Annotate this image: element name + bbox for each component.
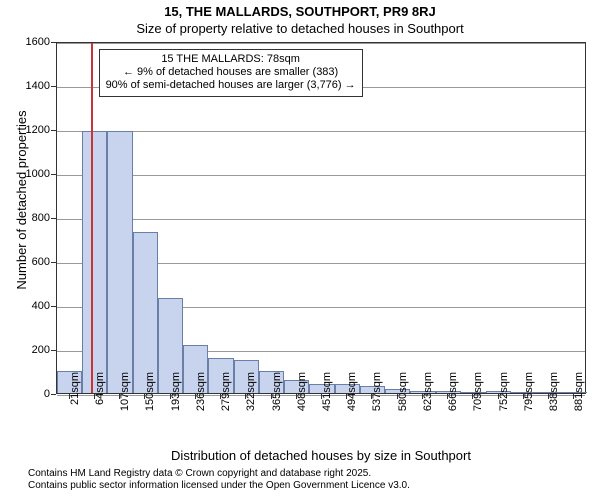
x-tick-label: 537sqm: [371, 372, 383, 432]
y-tick-mark: [51, 218, 56, 219]
x-tick-label: 623sqm: [422, 372, 434, 432]
reference-line: [91, 43, 93, 393]
x-tick-label: 21sqm: [69, 372, 81, 432]
y-tick-label: 1200: [0, 124, 50, 136]
x-tick-label: 580sqm: [397, 372, 409, 432]
x-tick-label: 838sqm: [548, 372, 560, 432]
annotation-line: 15 THE MALLARDS: 78sqm: [106, 53, 356, 66]
x-tick-label: 408sqm: [296, 372, 308, 432]
y-tick-label: 1400: [0, 80, 50, 92]
y-tick-mark: [51, 306, 56, 307]
histogram-bar: [107, 131, 132, 393]
footer-line-1: Contains HM Land Registry data © Crown c…: [28, 468, 410, 480]
chart-title-1: 15, THE MALLARDS, SOUTHPORT, PR9 8RJ: [0, 4, 600, 19]
y-tick-label: 600: [0, 256, 50, 268]
y-tick-mark: [51, 42, 56, 43]
x-tick-label: 451sqm: [321, 372, 333, 432]
x-tick-label: 193sqm: [170, 372, 182, 432]
y-tick-label: 1600: [0, 36, 50, 48]
footer-line-2: Contains public sector information licen…: [28, 480, 410, 492]
grid-line: [57, 43, 585, 44]
y-tick-mark: [51, 86, 56, 87]
annotation-line: 90% of semi-detached houses are larger (…: [106, 79, 356, 92]
grid-line: [57, 219, 585, 220]
y-tick-label: 200: [0, 344, 50, 356]
x-tick-label: 322sqm: [245, 372, 257, 432]
y-tick-label: 800: [0, 212, 50, 224]
x-tick-label: 494sqm: [346, 372, 358, 432]
y-tick-mark: [51, 394, 56, 395]
y-tick-mark: [51, 130, 56, 131]
annotation-box: 15 THE MALLARDS: 78sqm← 9% of detached h…: [99, 49, 363, 97]
histogram-bar: [133, 232, 158, 393]
x-tick-label: 881sqm: [573, 372, 585, 432]
annotation-line: ← 9% of detached houses are smaller (383…: [106, 66, 356, 79]
y-tick-mark: [51, 174, 56, 175]
x-tick-label: 64sqm: [94, 372, 106, 432]
grid-line: [57, 175, 585, 176]
histogram-bar: [82, 131, 107, 393]
x-tick-label: 107sqm: [119, 372, 131, 432]
x-axis-label: Distribution of detached houses by size …: [56, 448, 586, 463]
attribution-footer: Contains HM Land Registry data © Crown c…: [28, 468, 410, 492]
x-tick-label: 752sqm: [498, 372, 510, 432]
y-tick-mark: [51, 350, 56, 351]
x-tick-label: 150sqm: [144, 372, 156, 432]
chart-title-2: Size of property relative to detached ho…: [0, 21, 600, 36]
x-tick-label: 709sqm: [472, 372, 484, 432]
x-tick-label: 365sqm: [271, 372, 283, 432]
y-tick-label: 0: [0, 388, 50, 400]
x-tick-label: 279sqm: [220, 372, 232, 432]
plot-area: 15 THE MALLARDS: 78sqm← 9% of detached h…: [56, 42, 586, 394]
y-tick-mark: [51, 262, 56, 263]
property-size-chart: 15, THE MALLARDS, SOUTHPORT, PR9 8RJ Siz…: [0, 0, 600, 500]
y-tick-label: 1000: [0, 168, 50, 180]
grid-line: [57, 131, 585, 132]
x-tick-label: 236sqm: [195, 372, 207, 432]
x-tick-label: 795sqm: [523, 372, 535, 432]
y-tick-label: 400: [0, 300, 50, 312]
x-tick-label: 666sqm: [447, 372, 459, 432]
